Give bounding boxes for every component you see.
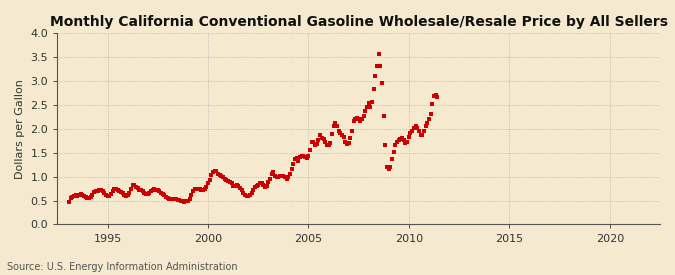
Text: Source: U.S. Energy Information Administration: Source: U.S. Energy Information Administ…	[7, 262, 238, 272]
Title: Monthly California Conventional Gasoline Wholesale/Resale Price by All Sellers: Monthly California Conventional Gasoline…	[50, 15, 668, 29]
Y-axis label: Dollars per Gallon: Dollars per Gallon	[15, 79, 25, 179]
